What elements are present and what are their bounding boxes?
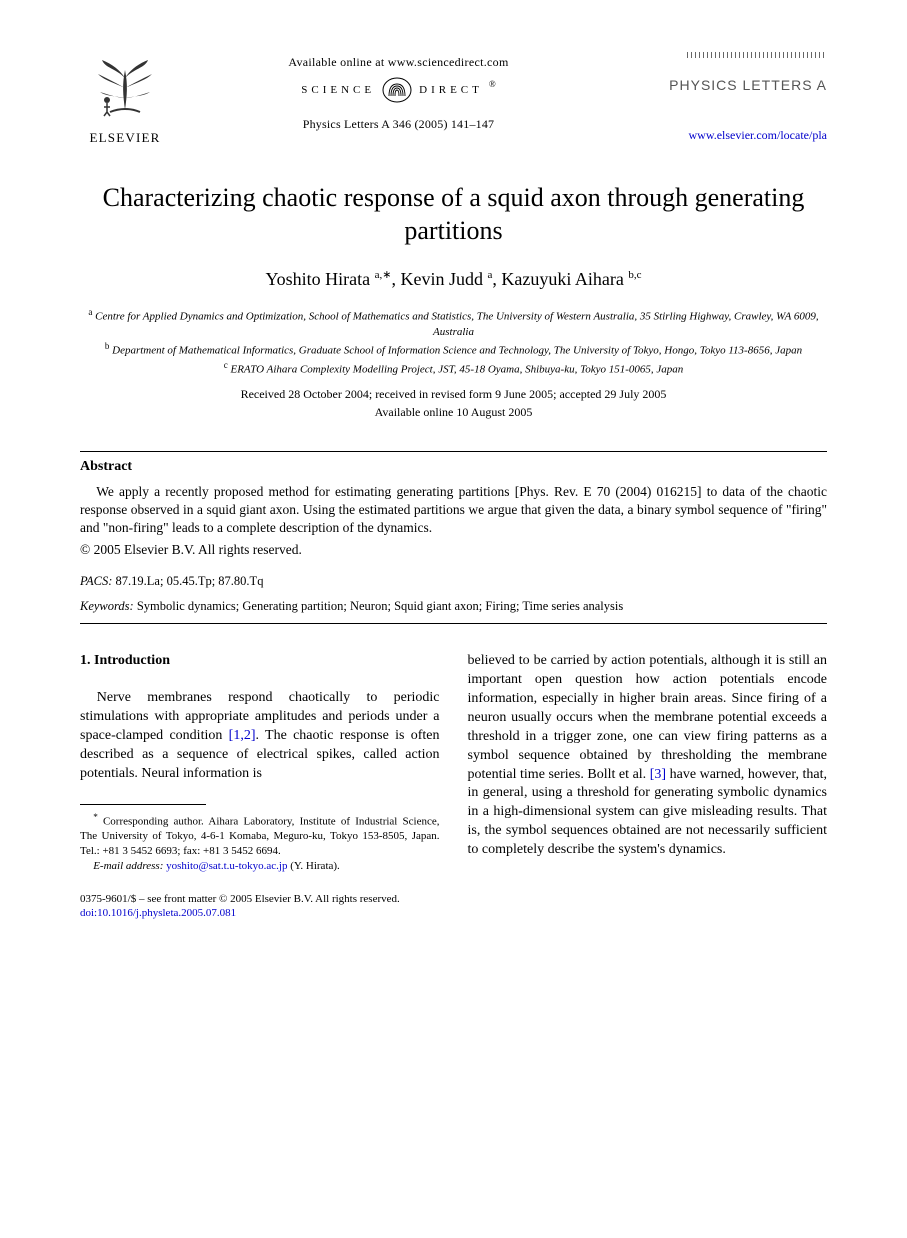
publisher-name: ELSEVIER (80, 129, 170, 147)
front-matter-line: 0375-9601/$ – see front matter © 2005 El… (80, 892, 827, 907)
received-dates: Received 28 October 2004; received in re… (80, 386, 827, 402)
journal-name: PHYSICS LETTERS A (627, 76, 827, 95)
divider-top (80, 451, 827, 452)
keywords-label: Keywords: (80, 599, 134, 613)
author-3-affil: b,c (628, 269, 641, 281)
email-who: (Y. Hirata). (290, 860, 340, 872)
elsevier-tree-icon (90, 50, 160, 120)
registered-mark: ® (489, 78, 496, 90)
affil-b-sup: b (105, 341, 110, 351)
keywords-list: Symbolic dynamics; Generating partition;… (137, 599, 623, 613)
pacs-line: PACS: 87.19.La; 05.45.Tp; 87.80.Tq (80, 573, 827, 590)
center-header: Available online at www.sciencedirect.co… (170, 50, 627, 132)
fingerprint-icon (381, 76, 413, 104)
col1-paragraph: Nerve membranes respond chaotically to p… (80, 689, 440, 783)
masthead: ELSEVIER Available online at www.science… (80, 50, 827, 146)
affil-a-text: Centre for Applied Dynamics and Optimiza… (95, 310, 818, 337)
page-footer: 0375-9601/$ – see front matter © 2005 El… (80, 892, 827, 922)
publisher-logo-block: ELSEVIER (80, 50, 170, 146)
author-1-affil: a,∗ (375, 269, 392, 281)
citation-line: Physics Letters A 346 (2005) 141–147 (170, 116, 627, 132)
sciencedirect-right: DIRECT (419, 83, 483, 98)
corr-text: Corresponding author. Aihara Laboratory,… (80, 815, 440, 857)
keywords-line: Keywords: Symbolic dynamics; Generating … (80, 598, 827, 615)
affil-c-text: ERATO Aihara Complexity Modelling Projec… (230, 364, 683, 376)
author-3: Kazuyuki Aihara (501, 269, 623, 289)
email-footnote: E-mail address: yoshito@sat.t.u-tokyo.ac… (80, 859, 440, 874)
journal-barcode-deco (687, 52, 827, 58)
col2-paragraph: believed to be carried by action potenti… (468, 652, 828, 860)
affiliations: a Centre for Applied Dynamics and Optimi… (80, 306, 827, 379)
author-1: Yoshito Hirata (265, 269, 370, 289)
footnote-rule (80, 804, 206, 805)
author-2-affil: a (488, 269, 493, 281)
doi-link[interactable]: doi:10.1016/j.physleta.2005.07.081 (80, 907, 236, 919)
available-online-date: Available online 10 August 2005 (80, 404, 827, 420)
journal-url-link[interactable]: www.elsevier.com/locate/pla (627, 127, 827, 143)
ref-link-1-2[interactable]: [1,2] (229, 728, 256, 743)
affil-b: b Department of Mathematical Informatics… (80, 340, 827, 359)
author-line: Yoshito Hirata a,∗, Kevin Judd a, Kazuyu… (80, 267, 827, 291)
pacs-label: PACS: (80, 574, 112, 588)
column-right: believed to be carried by action potenti… (468, 652, 828, 873)
abstract-copyright: © 2005 Elsevier B.V. All rights reserved… (80, 541, 827, 559)
ref-link-3[interactable]: [3] (650, 767, 666, 782)
affil-c-sup: c (224, 360, 228, 370)
corr-star: * (93, 812, 98, 822)
sciencedirect-logo: SCIENCE DIRECT ® (170, 76, 627, 104)
affil-c: c ERATO Aihara Complexity Modelling Proj… (80, 359, 827, 378)
section-heading: 1. Introduction (80, 652, 440, 671)
email-address-link[interactable]: yoshito@sat.t.u-tokyo.ac.jp (166, 860, 287, 872)
journal-block: PHYSICS LETTERS A www.elsevier.com/locat… (627, 50, 827, 143)
corresponding-footnote: * Corresponding author. Aihara Laborator… (80, 811, 440, 859)
affil-a: a Centre for Applied Dynamics and Optimi… (80, 306, 827, 340)
abstract-heading: Abstract (80, 458, 827, 477)
article-title: Characterizing chaotic response of a squ… (80, 182, 827, 247)
affil-b-text: Department of Mathematical Informatics, … (112, 345, 802, 357)
affil-a-sup: a (88, 307, 92, 317)
divider-bottom (80, 623, 827, 624)
pacs-codes: 87.19.La; 05.45.Tp; 87.80.Tq (116, 574, 264, 588)
available-online-text: Available online at www.sciencedirect.co… (170, 54, 627, 70)
author-2: Kevin Judd (401, 269, 484, 289)
col2-text-a: believed to be carried by action potenti… (468, 653, 828, 781)
column-left: 1. Introduction Nerve membranes respond … (80, 652, 440, 873)
email-label: E-mail address: (93, 860, 163, 872)
body-columns: 1. Introduction Nerve membranes respond … (80, 652, 827, 873)
sciencedirect-left: SCIENCE (301, 83, 375, 98)
abstract-body: We apply a recently proposed method for … (80, 483, 827, 538)
